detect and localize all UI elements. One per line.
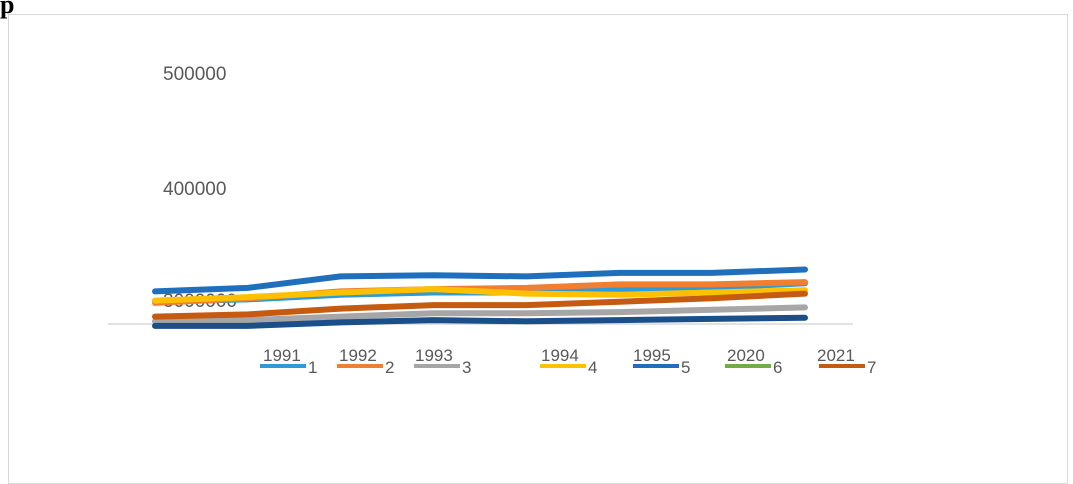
series-line-5 bbox=[152, 266, 808, 295]
category-label: 1992 bbox=[339, 346, 377, 365]
category-label: 2021 bbox=[817, 346, 855, 365]
category-label: 1994 bbox=[541, 346, 579, 365]
legend-label: 2 bbox=[385, 358, 394, 377]
category-label: 1995 bbox=[633, 346, 671, 365]
category-label: 1993 bbox=[415, 346, 453, 365]
series-line-4 bbox=[152, 286, 808, 304]
legend-label: 4 bbox=[588, 358, 597, 377]
series-line-7 bbox=[152, 290, 808, 320]
series-lines bbox=[152, 266, 808, 329]
category-label: 1991 bbox=[263, 346, 301, 365]
category-label: 2020 bbox=[727, 346, 765, 365]
series-line-3 bbox=[152, 304, 808, 325]
legend: 1 2 3 4 5 6 7 bbox=[260, 358, 876, 377]
category-labels: 1991 1992 1993 1994 1995 2020 2021 bbox=[263, 346, 855, 365]
legend-label: 5 bbox=[681, 358, 690, 377]
legend-label: 3 bbox=[462, 358, 471, 377]
y-tick-label: 500000 bbox=[163, 64, 226, 85]
legend-label: 1 bbox=[308, 358, 317, 377]
y-tick-label: 400000 bbox=[163, 179, 226, 200]
series-line-extra-7 bbox=[152, 314, 808, 329]
legend-label: 6 bbox=[773, 358, 782, 377]
legend-label: 7 bbox=[867, 358, 876, 377]
